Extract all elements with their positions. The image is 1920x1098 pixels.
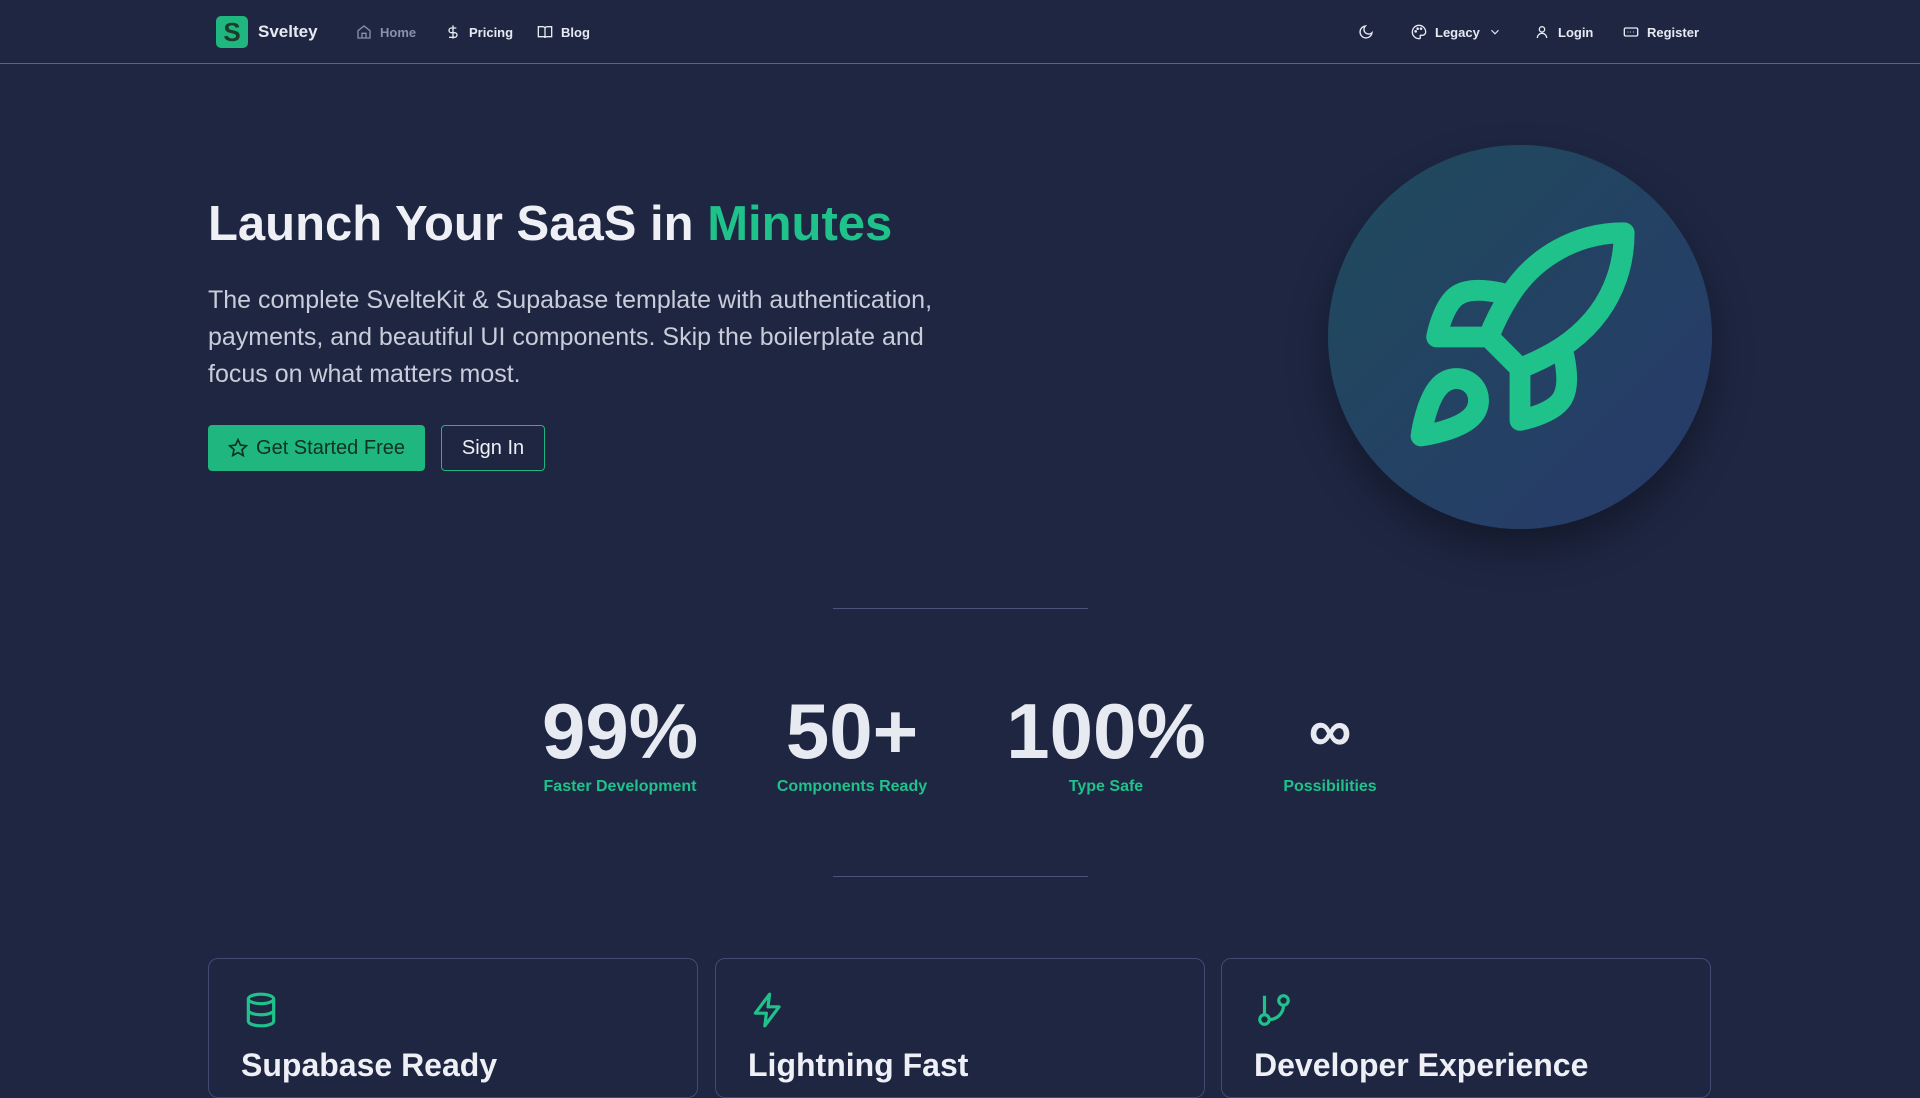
chevron-down-icon: [1490, 29, 1499, 35]
stat-value: ∞: [1308, 697, 1352, 764]
divider: [833, 876, 1088, 877]
git-branch-icon: [1258, 994, 1290, 1026]
rocket-icon: [1410, 222, 1635, 447]
top-navbar: S Sveltey Home Pricing Blog Legacy Login…: [0, 0, 1920, 64]
hero-title-main: Launch Your SaaS in: [208, 197, 708, 251]
feature-title: Lightning Fast: [748, 1047, 969, 1083]
stat-label: Possibilities: [1283, 778, 1377, 795]
feature-card: Developer Experience: [1221, 958, 1711, 1098]
stat: 50+ Components Ready: [732, 688, 972, 796]
stat-label: Faster Development: [543, 778, 697, 795]
nav-link-label: Pricing: [469, 24, 514, 40]
feature-card: Supabase Ready: [208, 958, 698, 1098]
nav-link-label: Home: [380, 24, 417, 40]
theme-label: Legacy: [1435, 24, 1480, 40]
logo: S: [216, 16, 248, 48]
login-link[interactable]: Login: [1534, 0, 1593, 64]
stat-value: 100%: [1006, 687, 1206, 775]
palette-icon: [1411, 24, 1427, 40]
stat: ∞ Possibilities: [1210, 688, 1450, 796]
home-icon: [357, 25, 371, 39]
stat-label: Type Safe: [1068, 778, 1144, 795]
star-icon: [228, 438, 249, 458]
register-card-icon: [1623, 27, 1639, 37]
brand-link[interactable]: S Sveltey: [216, 0, 318, 64]
stat-value: 50+: [785, 687, 919, 775]
nav-link-pricing[interactable]: Pricing: [445, 0, 513, 64]
stat-value: 99%: [541, 687, 699, 775]
login-label: Login: [1558, 24, 1594, 40]
get-started-button[interactable]: Get Started Free: [208, 425, 425, 471]
feature-title: Developer Experience: [1254, 1047, 1589, 1083]
theme-select[interactable]: Legacy: [1411, 0, 1502, 64]
divider: [833, 608, 1088, 609]
register-link[interactable]: Register: [1623, 0, 1699, 64]
feature-title: Supabase Ready: [241, 1047, 498, 1083]
user-icon: [1536, 26, 1548, 39]
get-started-label: Get Started Free: [256, 436, 405, 459]
database-icon: [246, 992, 276, 1028]
dollar-icon: [448, 25, 458, 39]
nav-link-blog[interactable]: Blog: [537, 0, 590, 64]
stat-label: Components Ready: [776, 778, 928, 795]
register-label: Register: [1647, 24, 1700, 40]
dark-mode-toggle[interactable]: [1358, 0, 1374, 64]
hero-title: Launch Your SaaS in Minutes: [208, 196, 892, 252]
moon-icon: [1359, 25, 1373, 39]
hero-illustration: [1328, 145, 1712, 529]
stat: 99% Faster Development: [500, 688, 740, 796]
nav-link-home[interactable]: Home: [356, 0, 416, 64]
stat: 100% Type Safe: [986, 688, 1226, 796]
brand-name: Sveltey: [258, 22, 318, 41]
hero-title-accent: Minutes: [707, 197, 893, 251]
hero-description: The complete SvelteKit & Supabase templa…: [208, 286, 933, 388]
feature-card: Lightning Fast: [715, 958, 1205, 1098]
zap-icon: [753, 992, 781, 1028]
sign-in-button[interactable]: Sign In: [441, 425, 545, 471]
nav-link-label: Blog: [561, 24, 590, 40]
book-icon: [537, 26, 553, 39]
